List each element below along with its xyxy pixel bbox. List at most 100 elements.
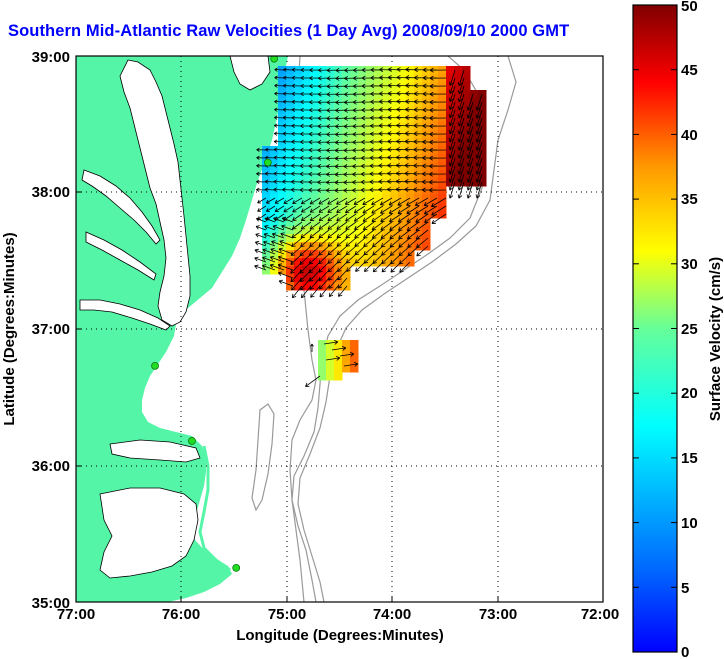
outer-banks — [198, 445, 231, 572]
velocity-vector — [300, 83, 312, 89]
velocity-vector — [371, 197, 384, 206]
velocity-vector — [448, 77, 456, 94]
velocity-vector — [256, 217, 267, 223]
velocity-vector — [457, 173, 465, 191]
velocity-cell — [302, 282, 311, 291]
velocity-cell — [470, 146, 479, 155]
colorbar-label: Surface Velocity (cm/s) — [707, 257, 724, 421]
velocity-vector — [457, 149, 465, 167]
velocity-vector — [327, 197, 339, 205]
velocity-cell — [334, 364, 343, 373]
velocity-cell — [454, 66, 463, 75]
velocity-cell — [390, 74, 399, 83]
velocity-cell — [446, 66, 455, 75]
x-tick-label: 74:00 — [373, 606, 411, 623]
radar-station-marker — [151, 361, 159, 370]
velocity-cell — [358, 218, 367, 227]
velocity-vector — [274, 115, 285, 120]
velocity-cell — [350, 226, 359, 235]
velocity-vector — [264, 187, 276, 192]
velocity-cell — [310, 218, 319, 227]
velocity-cell — [454, 98, 463, 107]
velocity-vector — [378, 123, 393, 129]
velocity-vector — [355, 261, 366, 272]
velocity-cell — [422, 226, 431, 235]
velocity-vector — [300, 221, 312, 230]
velocity-cell — [326, 372, 335, 381]
velocity-cell — [446, 130, 455, 139]
velocity-vector — [331, 346, 347, 351]
velocity-vector — [423, 197, 438, 207]
velocity-cell — [462, 162, 471, 171]
velocity-cell — [326, 210, 335, 219]
colorbar-tick-label: 20 — [681, 385, 698, 402]
velocity-cell — [406, 210, 415, 219]
velocity-vector — [300, 67, 312, 73]
velocity-vector — [475, 173, 483, 191]
velocity-cell — [406, 170, 415, 179]
velocity-vector — [457, 165, 465, 183]
velocity-cell — [326, 226, 335, 235]
velocity-cell — [446, 138, 455, 147]
colorbar-tick-label: 35 — [681, 191, 698, 208]
velocity-cell — [382, 258, 391, 267]
velocity-vector — [475, 181, 483, 199]
velocity-cell — [382, 210, 391, 219]
velocity-cell — [390, 154, 399, 163]
velocity-cell — [398, 66, 407, 75]
velocity-cell — [454, 122, 463, 131]
velocity-vector — [271, 240, 285, 247]
velocity-vector — [282, 107, 294, 112]
velocity-cell — [382, 82, 391, 91]
velocity-vector — [283, 83, 294, 88]
velocity-cell — [398, 250, 407, 259]
velocity-cell — [390, 162, 399, 171]
velocity-cell — [310, 250, 319, 259]
velocity-vector — [272, 224, 285, 231]
velocity-cell — [342, 356, 351, 365]
velocity-cell — [302, 226, 311, 235]
velocity-cell — [278, 210, 287, 219]
velocity-cell — [406, 178, 415, 187]
velocity-cell — [398, 242, 407, 251]
x-tick-label: 73:00 — [479, 606, 517, 623]
velocity-vector — [328, 285, 339, 298]
velocity-cell — [382, 226, 391, 235]
velocity-cell — [382, 194, 391, 203]
velocity-vector — [291, 91, 303, 96]
velocity-vector — [291, 99, 303, 104]
velocity-vector — [257, 197, 267, 204]
velocity-vector — [448, 117, 456, 135]
velocity-vector — [262, 256, 276, 263]
velocity-vector — [415, 205, 429, 215]
velocity-cell — [374, 234, 383, 243]
velocity-vector — [448, 165, 456, 183]
velocity-cell — [390, 250, 399, 259]
velocity-cell — [382, 74, 391, 83]
x-axis-label: Longitude (Degrees:Minutes) — [236, 627, 444, 644]
velocity-vector — [343, 362, 359, 367]
velocity-cell — [342, 282, 351, 291]
velocity-vector — [257, 205, 267, 212]
velocity-vector — [475, 133, 483, 151]
velocity-cell — [470, 154, 479, 163]
velocity-cell — [382, 242, 391, 251]
velocity-cell — [390, 114, 399, 123]
velocity-cell — [326, 348, 335, 357]
colorbar-tick-label: 10 — [681, 515, 698, 532]
velocity-vector — [429, 171, 447, 177]
velocity-cell — [462, 106, 471, 115]
velocity-cell — [390, 146, 399, 155]
velocity-vector — [262, 248, 276, 255]
velocity-vector — [345, 229, 357, 239]
velocity-vector — [327, 221, 339, 230]
velocity-vector — [336, 197, 348, 205]
velocity-cell — [334, 356, 343, 365]
velocity-vector — [270, 248, 285, 255]
velocity-cell — [398, 82, 407, 91]
velocity-vector — [282, 139, 294, 144]
velocity-cell — [326, 356, 335, 365]
velocity-cell — [350, 340, 359, 349]
velocity-cell — [310, 226, 319, 235]
velocity-cell — [430, 210, 439, 219]
